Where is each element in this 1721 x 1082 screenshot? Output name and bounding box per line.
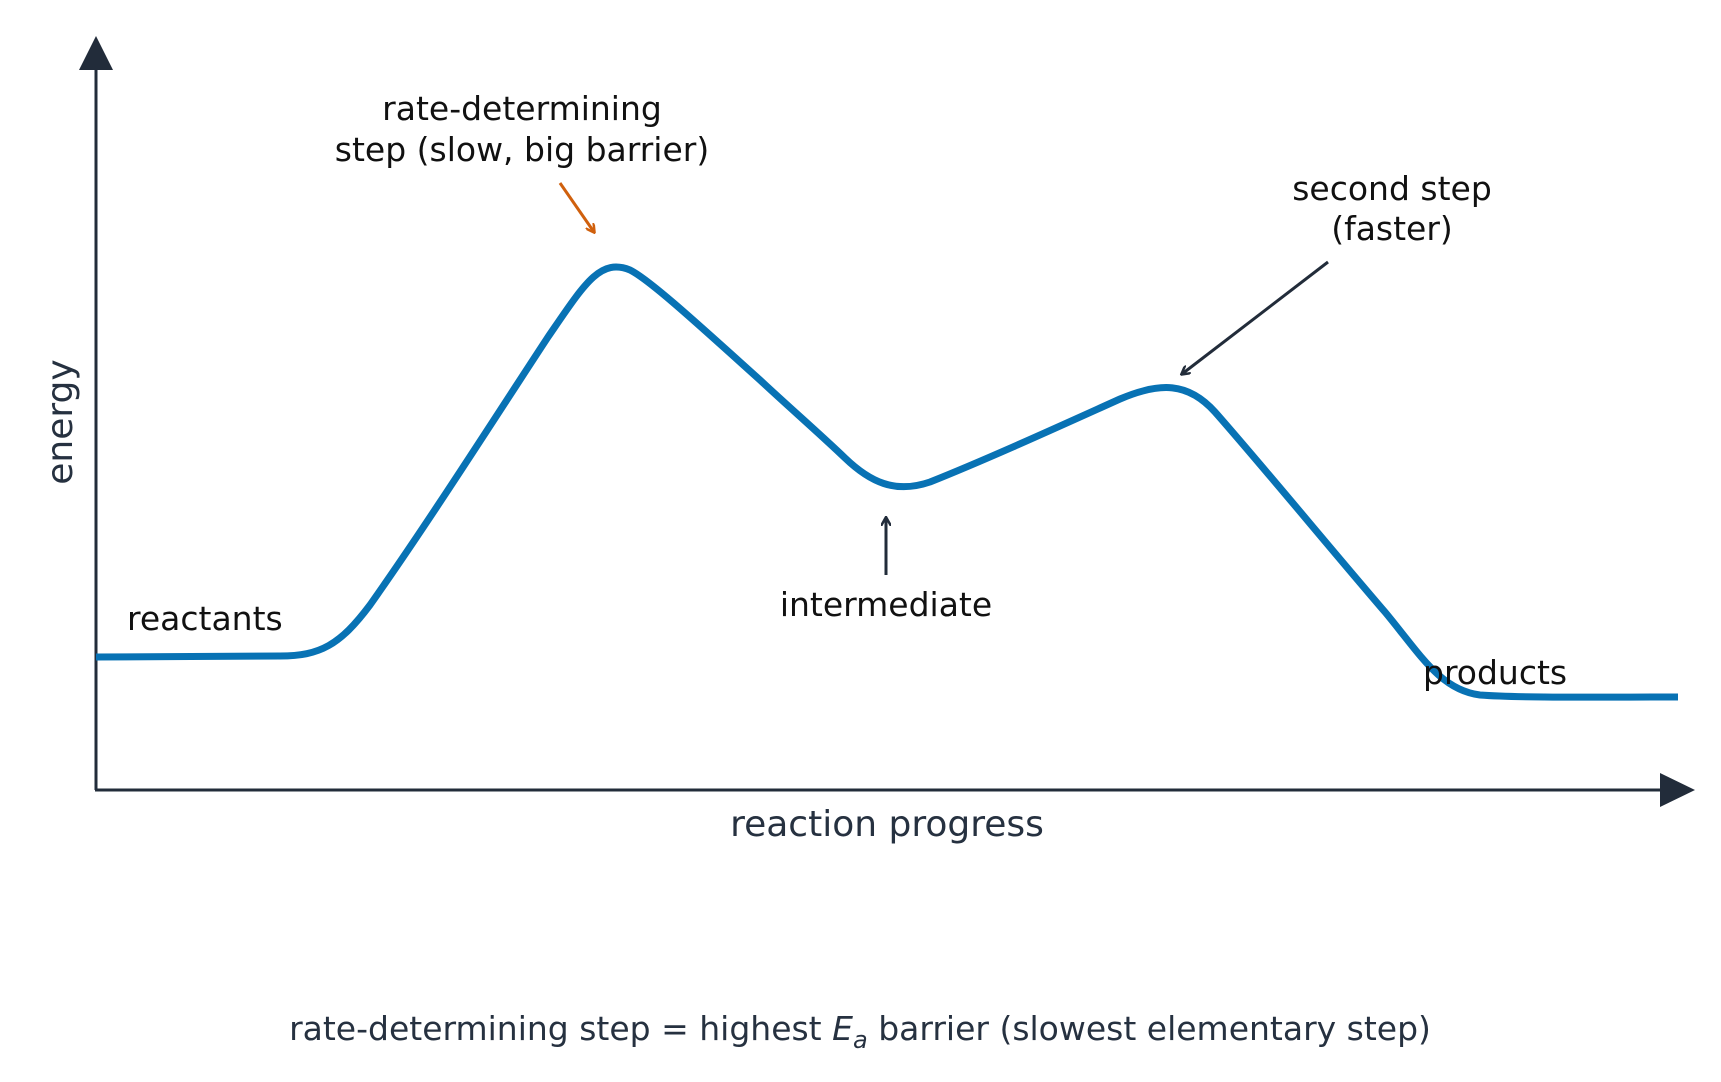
rds-label-line2: step (slow, big barrier) — [335, 130, 709, 169]
rds-arrow — [558, 182, 594, 232]
reactants-label: reactants — [127, 599, 283, 638]
caption-subscript: a — [853, 1026, 868, 1054]
rds-label-line1: rate-determining — [382, 89, 662, 128]
caption-symbol: E — [832, 1009, 853, 1048]
x-axis-label: reaction progress — [730, 804, 1044, 845]
energy-curve — [95, 263, 1679, 701]
second-step-label-line1: second step — [1292, 169, 1492, 208]
caption: rate-determining step = highest Ea barri… — [289, 1009, 1431, 1054]
second-step-arrow — [1182, 260, 1329, 374]
caption-after: barrier (slowest elementary step) — [868, 1009, 1431, 1048]
second-step-label-line2: (faster) — [1331, 209, 1453, 248]
y-axis-arrowhead — [79, 36, 113, 70]
intermediate-label: intermediate — [780, 585, 992, 624]
products-label: products — [1423, 653, 1567, 692]
caption-before: rate-determining step = highest — [289, 1009, 832, 1048]
x-axis-arrowhead — [1660, 773, 1695, 807]
y-axis-label: energy — [40, 359, 81, 484]
